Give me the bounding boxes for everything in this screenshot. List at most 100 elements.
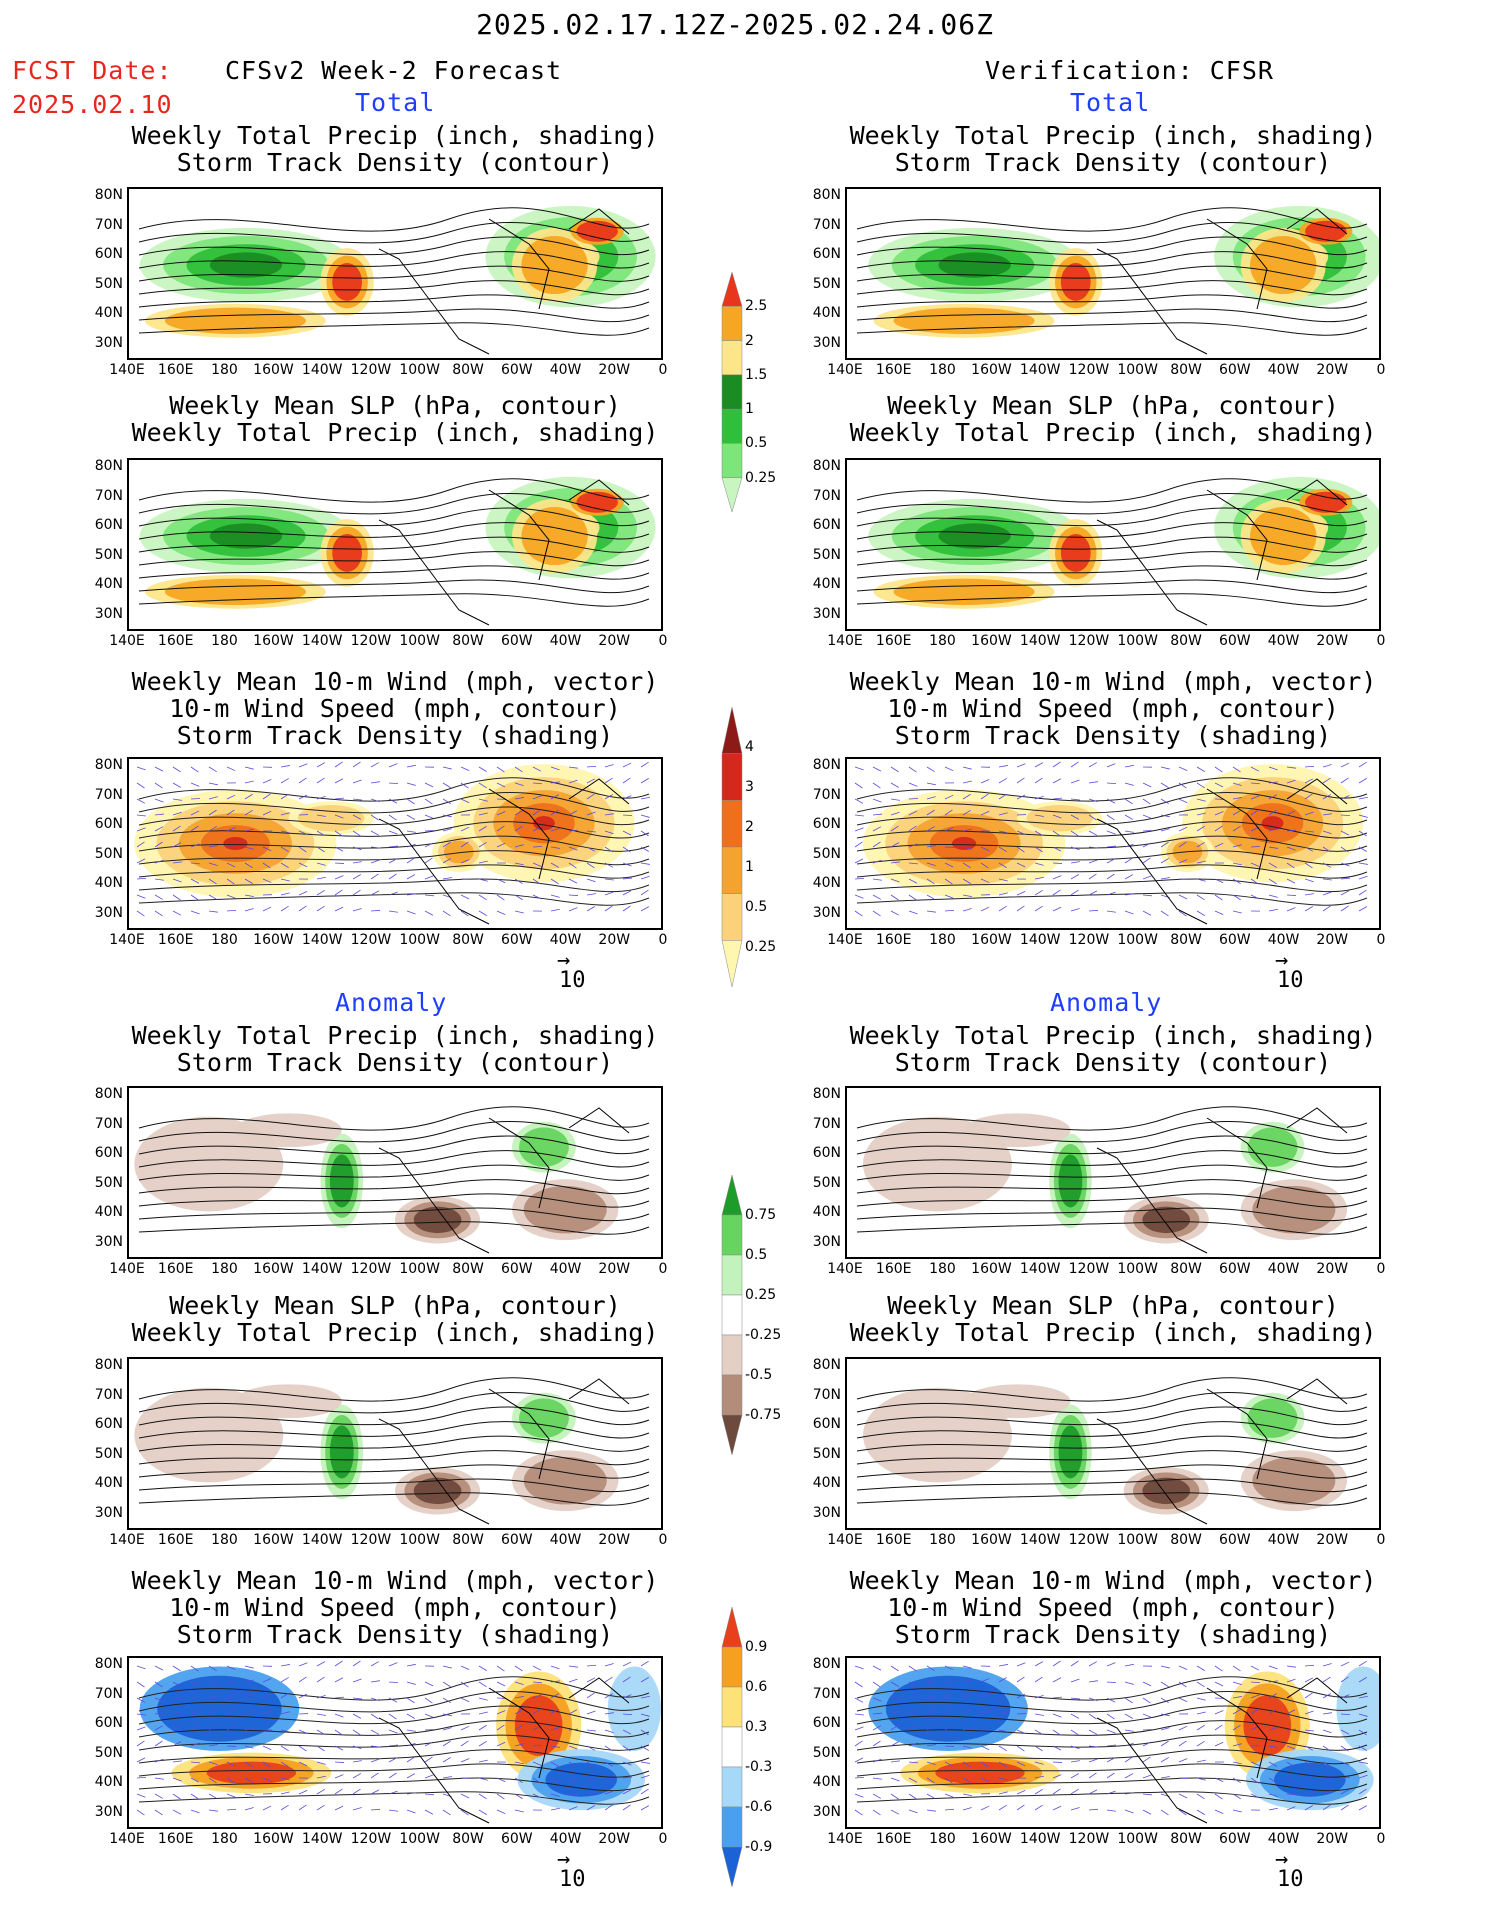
wind-vector <box>532 1694 542 1699</box>
left-lat-label-6-4: 40N <box>94 1774 123 1790</box>
wind-vector <box>1268 781 1278 784</box>
left-lat-label-5-0: 80N <box>94 1357 123 1373</box>
wind-vector <box>514 766 523 773</box>
left-lat-label-4-5: 30N <box>94 1233 123 1250</box>
wind-vector <box>1124 1713 1133 1719</box>
wind-vector <box>388 1809 398 1812</box>
wind-vector <box>496 894 505 901</box>
wind-vector <box>460 894 470 900</box>
left-lon-label-3-1: 160E <box>157 932 194 948</box>
wind-vector <box>424 1697 433 1704</box>
wind-vector <box>1052 906 1062 912</box>
left-lon-label-2-7: 80W <box>452 633 484 649</box>
wind-vector <box>1358 1774 1368 1779</box>
left-lon-label-1-4: 140W <box>301 362 343 378</box>
colorbar-storm_anom-label-0: 0.9 <box>745 1639 768 1655</box>
wind-vector <box>622 795 632 800</box>
wind-vector <box>478 1809 487 1815</box>
wind-vector <box>154 1665 164 1671</box>
wind-vector <box>586 778 596 784</box>
colorbar-precip_anom-label-3: -0.25 <box>745 1327 782 1343</box>
wind-vector <box>550 862 559 868</box>
wind-vector <box>406 874 416 880</box>
stormanom-shade-0-1 <box>157 1675 282 1742</box>
left-vector-ref-label-6: 10 <box>559 1867 586 1892</box>
wind-vector <box>370 814 379 821</box>
wind-vector <box>926 1708 935 1715</box>
wind-vector <box>316 1788 325 1795</box>
wind-vector <box>550 894 560 898</box>
wind-vector <box>890 1710 900 1715</box>
wind-vector <box>1178 1809 1187 1816</box>
wind-vector <box>1340 846 1349 853</box>
wind-vector <box>244 1793 254 1797</box>
wind-vector <box>1178 766 1188 771</box>
wind-vector <box>478 812 488 816</box>
wind-vector <box>1016 1729 1026 1734</box>
wind-vector <box>316 889 325 896</box>
wind-vector <box>226 1777 235 1784</box>
wind-vector <box>1160 1740 1169 1747</box>
wind-vector <box>262 846 272 852</box>
wind-vector <box>586 1710 596 1715</box>
wind-vector <box>478 1793 487 1800</box>
anom-shade-5-0 <box>964 1113 1071 1148</box>
wind-vector <box>622 1804 631 1811</box>
right-lon-label-5-0: 140E <box>827 1532 863 1548</box>
coastline <box>1096 1677 1348 1824</box>
wind-vector <box>640 814 650 818</box>
wind-vector <box>208 782 218 786</box>
wind-vector <box>208 1725 217 1731</box>
wind-vector <box>1160 1697 1169 1704</box>
wind-vector <box>962 862 971 869</box>
left-lat-label-3-1: 70N <box>94 786 123 803</box>
right-lat-label-6-0: 80N <box>812 1656 841 1672</box>
colorbar-segment <box>721 800 743 848</box>
wind-vector <box>262 1709 272 1715</box>
fcst-date-label: FCST Date: <box>12 56 173 85</box>
wind-vector <box>1196 798 1206 802</box>
wind-vector <box>406 1756 415 1763</box>
wind-vector <box>388 1681 399 1684</box>
colorbar-segment <box>721 1686 743 1728</box>
left-lon-label-6-8: 60W <box>500 1831 533 1847</box>
right-map-panel-1 <box>845 187 1381 360</box>
wind-vector <box>1214 1665 1223 1672</box>
wind-vector <box>1214 910 1224 915</box>
wind-vector <box>1250 878 1259 885</box>
wind-vector <box>532 809 541 816</box>
colorbar-storm_anom-label-2: 0.3 <box>745 1719 768 1735</box>
colorbar-storm_total-label-1: 3 <box>745 779 754 795</box>
anom-shade-3-1 <box>1252 1456 1336 1505</box>
wind-vector <box>550 1680 560 1683</box>
wind-vector <box>1286 1678 1296 1683</box>
wind-vector <box>1268 827 1278 832</box>
wind-vector <box>208 910 218 913</box>
colorbar-storm_total-label-2: 2 <box>745 819 754 835</box>
wind-vector <box>352 798 362 801</box>
right-panel2-title-line1: Weekly Mean SLP (hPa, contour) <box>887 391 1339 420</box>
wind-vector <box>190 894 199 901</box>
right-lon-label-1-5: 120W <box>1068 362 1110 378</box>
wind-vector <box>226 794 236 800</box>
contour-line <box>138 265 650 282</box>
wind-vector <box>550 1745 560 1748</box>
wind-vector <box>980 1678 990 1683</box>
wind-vector <box>244 1777 253 1783</box>
wind-vector <box>926 1793 936 1799</box>
wind-vector <box>1232 825 1241 832</box>
contour-line <box>856 551 1368 567</box>
right-lat-label-4-1: 70N <box>812 1115 841 1132</box>
wind-vector <box>280 1711 290 1715</box>
wind-vector <box>1178 1793 1188 1799</box>
wind-vector <box>190 1742 200 1747</box>
right-lon-label-4-9: 40W <box>1267 1261 1300 1277</box>
wind-vector <box>1070 814 1080 820</box>
coastline <box>378 479 630 626</box>
wind-vector <box>926 826 935 832</box>
wind-vector <box>908 810 918 816</box>
wind-vector <box>136 858 146 864</box>
wind-vector <box>854 1726 864 1731</box>
wind-vector <box>172 894 181 901</box>
left-lon-label-1-9: 40W <box>549 362 582 378</box>
